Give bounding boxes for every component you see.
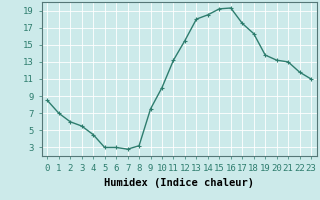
X-axis label: Humidex (Indice chaleur): Humidex (Indice chaleur) [104, 178, 254, 188]
